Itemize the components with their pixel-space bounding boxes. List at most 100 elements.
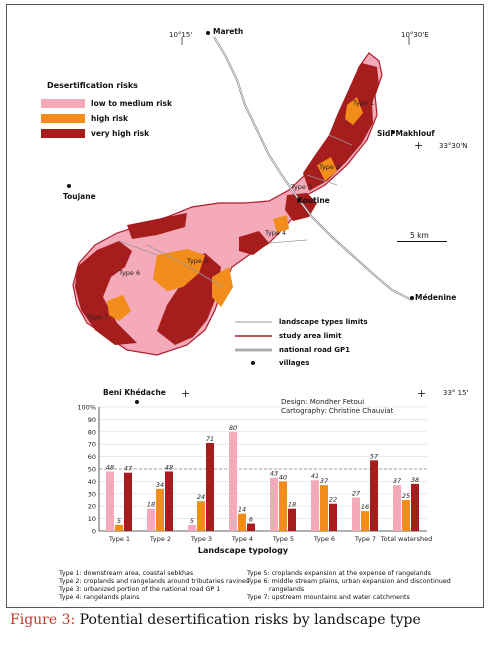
legend-label: study area limit	[279, 332, 342, 340]
bar	[329, 503, 337, 531]
bar-value-label: 5	[190, 517, 194, 525]
y-tick-label: 90	[88, 416, 96, 424]
bar	[320, 485, 328, 531]
bar	[393, 485, 401, 531]
bar-value-label: 47	[124, 465, 133, 473]
high-risk-area	[317, 157, 337, 181]
bar-value-label: 22	[329, 496, 337, 504]
village-label-mareth: Mareth	[213, 27, 244, 36]
bar-value-label: 16	[361, 503, 369, 511]
x-axis-label: Landscape typology	[198, 546, 289, 555]
very-high-risk-area	[75, 241, 137, 345]
national-road	[213, 36, 413, 301]
bar	[188, 524, 196, 531]
bar	[106, 471, 114, 531]
x-tick-label: Type 2	[149, 535, 171, 543]
bar-value-label: 24	[197, 493, 205, 501]
village-marker	[135, 400, 139, 404]
legend-item-high: high risk	[41, 113, 128, 123]
legend-line-study-area: study area limit	[273, 331, 341, 341]
legend-label: very high risk	[91, 128, 150, 138]
very-high-risk-area	[303, 63, 379, 191]
credit-cartography: Cartography: Christine Chauviat	[281, 407, 394, 415]
village-label-sidi-makhlouf: Sidi Makhlouf	[377, 129, 435, 138]
bar-value-label: 5	[117, 517, 121, 525]
y-tick-label: 20	[88, 503, 96, 511]
bar-value-label: 27	[352, 490, 361, 498]
landscape-type-limit	[268, 239, 308, 244]
legend-swatch	[41, 113, 85, 123]
x-tick-label: Type 1	[108, 535, 130, 543]
bar-value-label: 40	[279, 473, 287, 481]
bar-value-label: 25	[402, 492, 410, 500]
landscape-type-limit	[328, 134, 353, 146]
legend-line-villages: villages	[273, 358, 309, 368]
bar	[270, 477, 278, 531]
bar-value-label: 43	[270, 470, 278, 478]
type-note: Type 5: croplands expansion at the expen…	[247, 570, 431, 577]
bar	[247, 523, 255, 531]
risk-bar-chart: 0 10 20 30 40 50 60 70 80 90 100% 48 5 47 Type 1 18 34 48…	[77, 404, 432, 556]
village-marker	[206, 31, 210, 35]
high-risk-area	[273, 215, 289, 233]
scale-bar	[397, 241, 447, 242]
legend-swatch	[41, 128, 85, 138]
y-tick-label: 30	[88, 490, 96, 498]
legend-label: low to medium risk	[91, 98, 172, 108]
bar-value-label: 57	[370, 452, 379, 460]
x-tick-label: Type 4	[231, 535, 253, 543]
bar-value-label: 80	[229, 424, 237, 432]
legend-label: national road GP1	[279, 346, 350, 354]
longitude-label: 10°15'	[169, 31, 193, 39]
bar	[229, 431, 237, 531]
legend-village-sample	[251, 361, 255, 365]
bar-value-label: 48	[165, 463, 173, 471]
bar-value-label: 18	[288, 501, 296, 509]
y-tick-label: 100%	[77, 404, 96, 412]
bar-value-label: 18	[147, 501, 155, 509]
figure-caption: Figure 3: Potential desertification risk…	[10, 612, 421, 628]
type-note: Type 1: downstream area, coastal sebkhas	[59, 570, 194, 577]
bar	[115, 524, 123, 531]
bar-value-label: 34	[156, 481, 164, 489]
bar	[411, 483, 419, 531]
bar	[165, 471, 173, 531]
bar	[402, 500, 410, 531]
figure-caption-label: Figure 3:	[10, 612, 76, 628]
graticule-cross: +	[417, 387, 427, 400]
y-tick-label: 70	[88, 441, 96, 449]
figure-panel: 10°15' 10°30'E 33°30'N 33° 15' + + + Mar…	[6, 4, 484, 608]
bar	[288, 508, 296, 531]
longitude-label: 10°30'E	[401, 31, 429, 39]
credit-design: Design: Mondher Fetoui	[281, 398, 365, 406]
y-tick-label: 50	[88, 466, 96, 474]
map-canvas	[72, 36, 413, 365]
high-risk-area	[153, 249, 205, 291]
village-marker	[297, 198, 301, 202]
legend-swatch	[41, 98, 85, 108]
bar	[197, 501, 205, 531]
type-note: rangelands	[269, 586, 305, 593]
figure-caption-text: Potential desertification risks by lands…	[75, 612, 421, 628]
bar-value-label: 71	[206, 435, 214, 443]
bar-value-label: 48	[106, 463, 114, 471]
type-label: Type 5	[187, 257, 209, 265]
type-label: Type 3	[291, 183, 313, 191]
bar	[361, 511, 369, 531]
bar-value-label: 14	[238, 506, 246, 514]
type-note: Type 4: rangelands plains	[59, 594, 140, 601]
type-note: Type 6: middle stream plains, urban expa…	[247, 578, 451, 585]
legend-label: landscape types limits	[279, 318, 368, 326]
landscape-type-limit	[306, 174, 338, 186]
type-label: Type 2	[319, 163, 341, 171]
landscape-type-limit	[118, 240, 158, 256]
bar-value-label: 41	[311, 472, 319, 480]
y-tick-label: 0	[92, 528, 96, 536]
village-marker	[67, 184, 71, 188]
y-tick-label: 10	[88, 515, 96, 523]
y-tick-label: 60	[88, 453, 96, 461]
village-marker	[410, 296, 414, 300]
legend-label: villages	[279, 359, 310, 367]
bar	[147, 508, 155, 531]
very-high-risk-area	[127, 213, 187, 239]
